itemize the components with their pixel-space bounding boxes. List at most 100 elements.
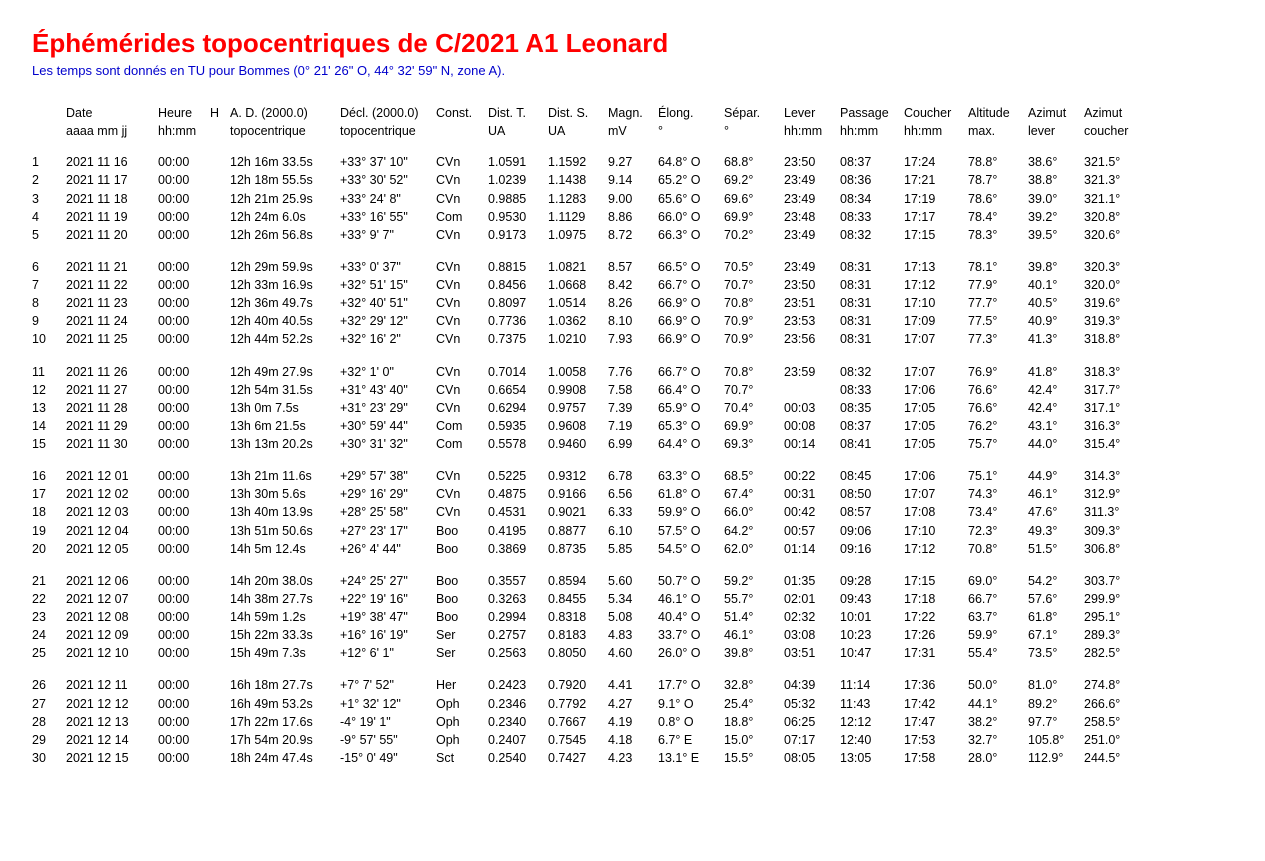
- table-cell: 66.5° O: [658, 258, 724, 276]
- table-cell: 315.4°: [1084, 435, 1144, 453]
- table-cell: CVn: [436, 312, 488, 330]
- table-cell: 320.8°: [1084, 208, 1144, 226]
- table-cell: 17:42: [904, 695, 968, 713]
- table-cell: 59.9° O: [658, 503, 724, 521]
- table-cell: 289.3°: [1084, 626, 1144, 644]
- table-cell: 0.5935: [488, 417, 548, 435]
- table-cell: 2021 11 28: [66, 399, 158, 417]
- table-cell: 77.7°: [968, 294, 1028, 312]
- table-cell: 2021 12 03: [66, 503, 158, 521]
- table-cell: 08:34: [840, 190, 904, 208]
- table-cell: CVn: [436, 190, 488, 208]
- table-row: 52021 11 2000:0012h 26m 56.8s+33° 9' 7"C…: [32, 226, 1144, 244]
- column-header: Heure: [158, 106, 210, 124]
- table-cell: 2021 12 14: [66, 731, 158, 749]
- table-cell: Boo: [436, 540, 488, 558]
- table-cell: 1.0514: [548, 294, 608, 312]
- table-row: 252021 12 1000:0015h 49m 7.3s+12° 6' 1"S…: [32, 644, 1144, 662]
- table-row: 62021 11 2100:0012h 29m 59.9s+33° 0' 37"…: [32, 258, 1144, 276]
- table-cell: +31° 23' 29": [340, 399, 436, 417]
- column-header: hh:mm: [158, 124, 210, 154]
- table-cell: Her: [436, 676, 488, 694]
- table-cell: 00:00: [158, 626, 210, 644]
- table-cell: [210, 294, 230, 312]
- table-cell: 89.2°: [1028, 695, 1084, 713]
- table-cell: 70.9°: [724, 330, 784, 348]
- table-cell: 0.8735: [548, 540, 608, 558]
- table-cell: 97.7°: [1028, 713, 1084, 731]
- table-cell: 17h 54m 20.9s: [230, 731, 340, 749]
- table-cell: CVn: [436, 467, 488, 485]
- table-cell: 44.0°: [1028, 435, 1084, 453]
- table-cell: 5.08: [608, 608, 658, 626]
- table-cell: 2021 11 29: [66, 417, 158, 435]
- table-cell: 00:57: [784, 522, 840, 540]
- table-cell: 17:15: [904, 226, 968, 244]
- table-cell: +19° 38' 47": [340, 608, 436, 626]
- table-cell: 44.1°: [968, 695, 1028, 713]
- table-cell: 13.1° E: [658, 749, 724, 767]
- table-row: 142021 11 2900:0013h 6m 21.5s+30° 59' 44…: [32, 417, 1144, 435]
- table-row: 112021 11 2600:0012h 49m 27.9s+32° 1' 0"…: [32, 363, 1144, 381]
- table-cell: 7.93: [608, 330, 658, 348]
- table-cell: 17:05: [904, 399, 968, 417]
- table-cell: 40.9°: [1028, 312, 1084, 330]
- table-cell: 28: [32, 713, 66, 731]
- table-row: 72021 11 2200:0012h 33m 16.9s+32° 51' 15…: [32, 276, 1144, 294]
- table-cell: 23:50: [784, 276, 840, 294]
- table-cell: 12:12: [840, 713, 904, 731]
- table-cell: 07:17: [784, 731, 840, 749]
- table-cell: 17:06: [904, 381, 968, 399]
- column-header: max.: [968, 124, 1028, 154]
- table-cell: 76.6°: [968, 399, 1028, 417]
- table-cell: [210, 190, 230, 208]
- table-cell: 08:32: [840, 226, 904, 244]
- table-cell: +33° 24' 8": [340, 190, 436, 208]
- table-cell: [210, 417, 230, 435]
- table-cell: 61.8°: [1028, 608, 1084, 626]
- table-cell: 17h 22m 17.6s: [230, 713, 340, 731]
- table-cell: 01:14: [784, 540, 840, 558]
- table-cell: 08:37: [840, 153, 904, 171]
- table-cell: 8.57: [608, 258, 658, 276]
- table-cell: 12:40: [840, 731, 904, 749]
- table-cell: 15.0°: [724, 731, 784, 749]
- table-cell: 08:37: [840, 417, 904, 435]
- table-cell: 70.5°: [724, 258, 784, 276]
- table-row: 152021 11 3000:0013h 13m 20.2s+30° 31' 3…: [32, 435, 1144, 453]
- table-cell: 63.3° O: [658, 467, 724, 485]
- table-cell: 72.3°: [968, 522, 1028, 540]
- table-cell: 32.7°: [968, 731, 1028, 749]
- table-cell: 18.8°: [724, 713, 784, 731]
- table-cell: 66.4° O: [658, 381, 724, 399]
- table-cell: 2021 12 09: [66, 626, 158, 644]
- table-cell: 0.7792: [548, 695, 608, 713]
- table-cell: 00:00: [158, 572, 210, 590]
- table-cell: +30° 59' 44": [340, 417, 436, 435]
- table-cell: +32° 1' 0": [340, 363, 436, 381]
- table-cell: 319.6°: [1084, 294, 1144, 312]
- table-cell: 1.0821: [548, 258, 608, 276]
- table-cell: [210, 258, 230, 276]
- table-cell: 13h 40m 13.9s: [230, 503, 340, 521]
- table-cell: 0.6654: [488, 381, 548, 399]
- table-cell: 29: [32, 731, 66, 749]
- table-row: 232021 12 0800:0014h 59m 1.2s+19° 38' 47…: [32, 608, 1144, 626]
- table-cell: 13h 51m 50.6s: [230, 522, 340, 540]
- table-cell: 00:00: [158, 749, 210, 767]
- table-cell: 12h 29m 59.9s: [230, 258, 340, 276]
- table-cell: 7.76: [608, 363, 658, 381]
- table-cell: 00:00: [158, 644, 210, 662]
- table-cell: 0.8877: [548, 522, 608, 540]
- table-cell: [210, 363, 230, 381]
- table-cell: 47.6°: [1028, 503, 1084, 521]
- table-cell: 69.6°: [724, 190, 784, 208]
- table-cell: CVn: [436, 485, 488, 503]
- table-cell: 04:39: [784, 676, 840, 694]
- table-cell: 03:51: [784, 644, 840, 662]
- table-cell: 6.7° E: [658, 731, 724, 749]
- table-cell: 42.4°: [1028, 399, 1084, 417]
- table-cell: Ser: [436, 644, 488, 662]
- table-cell: 55.4°: [968, 644, 1028, 662]
- table-cell: 0.8815: [488, 258, 548, 276]
